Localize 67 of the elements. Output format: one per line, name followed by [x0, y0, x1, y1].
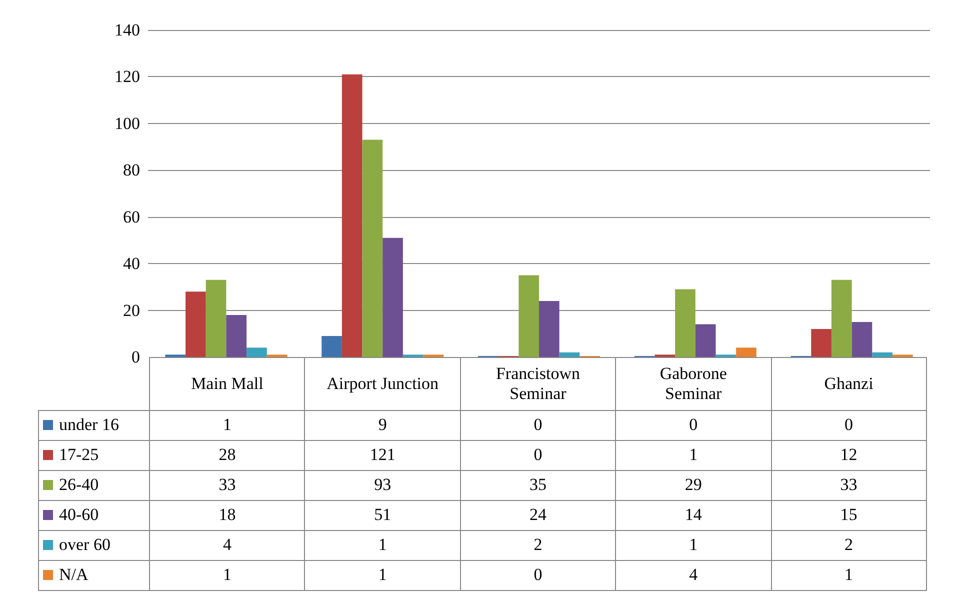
data-label: 18 — [150, 500, 305, 530]
bar — [736, 348, 756, 357]
data-label: 28 — [150, 440, 305, 470]
data-label: 4 — [616, 560, 772, 590]
data-label: 14 — [616, 500, 772, 530]
data-label: 0 — [460, 440, 616, 470]
data-label: 35 — [460, 470, 616, 500]
data-label: 29 — [616, 470, 772, 500]
data-label: 1 — [771, 560, 926, 590]
bar — [695, 324, 716, 357]
data-label: 2 — [460, 530, 616, 560]
y-tick-label: 20 — [123, 300, 140, 320]
bar — [342, 74, 362, 357]
bar — [246, 348, 267, 357]
x-tick-label: Airport Junction — [304, 358, 460, 410]
data-label: 15 — [771, 500, 926, 530]
data-label: 24 — [460, 500, 616, 530]
data-label: 4 — [150, 530, 305, 560]
bar — [872, 352, 892, 357]
legend-label: 17-25 — [59, 445, 99, 464]
bar — [206, 280, 226, 357]
data-label: 1 — [616, 440, 772, 470]
data-label: 33 — [150, 470, 305, 500]
x-tick-label: Main Mall — [150, 358, 305, 410]
bar — [675, 289, 696, 357]
data-label: 93 — [304, 470, 460, 500]
bar — [559, 352, 580, 357]
y-tick-label: 120 — [114, 67, 140, 86]
data-label: 0 — [616, 410, 772, 440]
data-label: 1 — [150, 560, 305, 590]
data-label: 0 — [460, 560, 616, 590]
legend-label: 26-40 — [59, 475, 99, 494]
bar — [831, 280, 852, 357]
bar — [852, 322, 872, 357]
y-tick-label: 60 — [123, 207, 140, 226]
data-label: 121 — [304, 440, 460, 470]
bar — [518, 275, 539, 357]
legend-label: N/A — [59, 565, 88, 584]
data-label: 1 — [150, 410, 305, 440]
bar — [539, 300, 560, 357]
bar — [322, 336, 342, 357]
data-label: 9 — [304, 410, 460, 440]
data-label: 2 — [771, 530, 926, 560]
x-tick-label: Francistown Seminar — [460, 358, 616, 410]
y-tick-label: 40 — [123, 254, 140, 274]
bar — [811, 328, 832, 357]
legend-label: over 60 — [59, 535, 110, 554]
legend-label: under 16 — [59, 415, 119, 434]
data-label: 1 — [304, 530, 460, 560]
data-label: 1 — [304, 560, 460, 590]
y-tick-label: 140 — [114, 20, 140, 40]
y-tick-label: 100 — [114, 114, 140, 133]
bar — [186, 292, 206, 357]
data-label: 33 — [771, 470, 926, 500]
bar — [382, 238, 403, 357]
data-label: 51 — [304, 500, 460, 530]
legend-label: 40-60 — [59, 505, 99, 524]
y-tick-label: 0 — [132, 348, 140, 366]
x-tick-label: Ghanzi — [771, 358, 926, 410]
data-label: 0 — [771, 410, 926, 440]
bar — [226, 314, 247, 357]
data-label: 12 — [771, 440, 926, 470]
x-tick-label: Gaborone Seminar — [616, 358, 772, 410]
data-label: 1 — [616, 530, 772, 560]
data-label: 0 — [460, 410, 616, 440]
y-tick-label: 80 — [123, 160, 140, 180]
bar — [362, 140, 383, 357]
